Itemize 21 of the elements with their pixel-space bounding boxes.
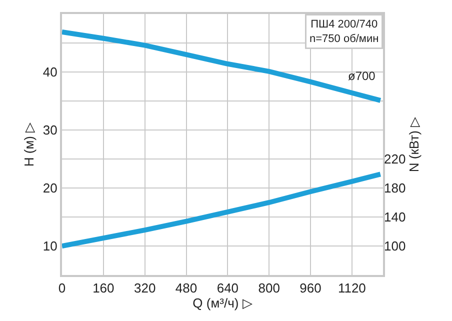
y-tick-label: 10: [42, 238, 58, 254]
x-tick-label: 0: [58, 280, 66, 296]
x-tick-label: 800: [258, 280, 280, 296]
x-tick-label: 160: [92, 280, 114, 296]
x-tick-label: 480: [175, 280, 198, 296]
y-tick-label: 30: [42, 122, 58, 138]
x-tick-label: 320: [134, 280, 156, 296]
y2-axis-title: N (кВт) ▷: [406, 116, 422, 172]
y-tick-label: 40: [42, 64, 58, 80]
annotation: ПШ4 200/740 n=750 об/мин: [310, 18, 379, 45]
y2-tick-label: 180: [384, 180, 406, 196]
y-axis-title: H (м) ▷: [21, 122, 36, 167]
y-tick-label: 20: [42, 180, 58, 196]
x-tick-label: 640: [216, 280, 239, 296]
y2-tick-label: 140: [384, 210, 406, 225]
x-tick-label: 1120: [338, 280, 366, 296]
y2-tick-label: 220: [384, 152, 406, 167]
annotation: ø700: [348, 69, 376, 83]
y2-tick-label: 100: [384, 238, 406, 254]
x-axis-title: Q (м³/ч) ▷: [192, 296, 252, 311]
x-tick-label: 960: [300, 280, 322, 296]
